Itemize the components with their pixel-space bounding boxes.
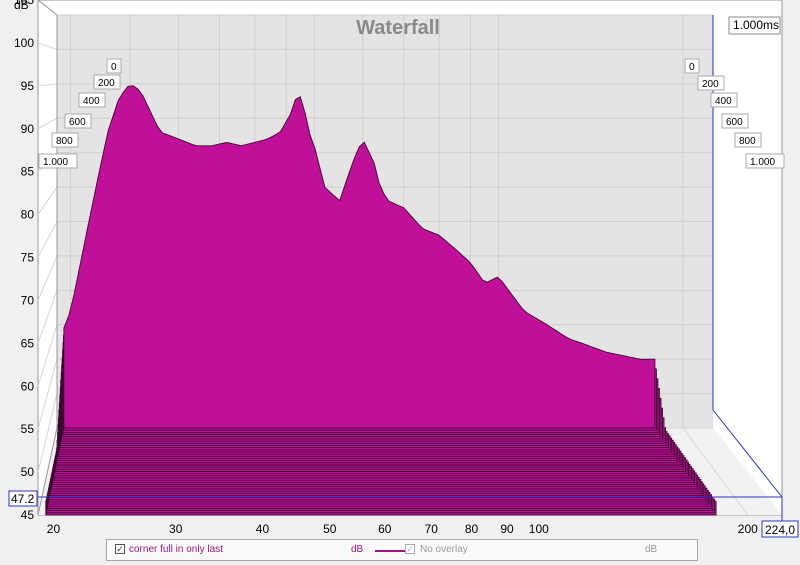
time-label-box <box>684 58 700 74</box>
legend-line-swatch <box>375 550 407 552</box>
y-cursor-box <box>8 490 38 507</box>
time-label-text: 800 <box>56 136 73 147</box>
waterfall-slice <box>63 85 656 429</box>
time-label-left: 1.000 <box>38 153 78 169</box>
side-gridline <box>37 324 58 387</box>
time-label-box <box>734 132 762 148</box>
chart-title: Waterfall <box>356 17 440 39</box>
y-tick-label: 105 <box>14 0 34 7</box>
floor-gridline <box>682 427 749 516</box>
y-tick-label: 75 <box>21 251 35 265</box>
time-label-left: 0 <box>106 58 122 74</box>
x-tick-labels: 20 30 40 50 60 70 80 90 100 200 <box>47 522 758 536</box>
time-label-left: 600 <box>64 113 92 129</box>
floor-left-edge <box>37 427 58 516</box>
x-tick-label: 100 <box>529 522 549 536</box>
time-label-box <box>745 153 785 169</box>
time-label-text: 600 <box>726 117 743 128</box>
legend-item-2-series: dB <box>645 544 658 555</box>
time-label-text: 0 <box>111 62 117 73</box>
y-cursor-readout: 47.2 <box>11 492 35 506</box>
y-tick-label: 100 <box>14 36 34 50</box>
time-label-right: 1.000 <box>745 153 785 169</box>
x-cursor-box <box>761 520 799 538</box>
time-label-box <box>721 113 749 129</box>
x-tick-label: 40 <box>256 522 270 536</box>
legend-item-2-label: No overlay <box>420 544 468 555</box>
x-tick-label: 200 <box>738 522 758 536</box>
time-axis-box <box>728 16 781 35</box>
y-tick-label: 70 <box>21 293 35 307</box>
x-tick-label: 50 <box>323 522 337 536</box>
y-tick-label: 65 <box>21 336 35 350</box>
x-tick-label: 60 <box>378 522 392 536</box>
time-label-box <box>106 58 122 74</box>
x-tick-label: 90 <box>500 522 514 536</box>
time-label-text: 400 <box>83 96 100 107</box>
time-label-text: 0 <box>689 62 695 73</box>
time-label-right: 200 <box>697 75 725 91</box>
y-tick-label: 85 <box>21 165 35 179</box>
time-label-text: 1.000 <box>750 157 775 168</box>
legend-bar: ✓ corner full in only last dB ✓ No overl… <box>106 539 698 561</box>
time-label-text: 600 <box>69 117 86 128</box>
side-gridline <box>37 359 58 430</box>
y-tick-label: 50 <box>21 465 35 479</box>
time-label-box <box>78 92 106 108</box>
time-label-right: 600 <box>721 113 749 129</box>
time-label-left: 800 <box>51 132 79 148</box>
y-tick-labels: 45 50 55 60 65 70 75 80 85 90 95 100 105 <box>14 0 34 522</box>
side-gridline <box>37 393 58 473</box>
side-gridline <box>37 42 58 50</box>
side-gridline <box>37 186 58 215</box>
x-cursor-diagonal <box>712 409 783 498</box>
x-tick-label: 80 <box>465 522 479 536</box>
time-label-left: 400 <box>78 92 106 108</box>
time-labels: 0 200 400 600 800 1.000 0 200 400 600 800 1.000 <box>38 58 785 169</box>
time-label-box <box>64 113 92 129</box>
time-label-text: 1.000 <box>43 157 68 168</box>
time-label-box <box>697 75 725 91</box>
overlay-checkbox-1[interactable]: ✓ <box>115 544 125 554</box>
time-label-box <box>38 153 78 169</box>
x-tick-label: 70 <box>425 522 439 536</box>
time-label-right: 400 <box>710 92 738 108</box>
time-label-box <box>93 74 121 90</box>
y-tick-label: 95 <box>21 79 35 93</box>
time-label-box <box>51 132 79 148</box>
y-axis-unit: dB <box>14 0 29 12</box>
x-tick-label: 20 <box>47 522 61 536</box>
time-label-text: 200 <box>702 79 719 90</box>
x-tick-label: 30 <box>169 522 183 536</box>
top-left-edge <box>37 0 58 16</box>
side-gridline <box>37 221 58 258</box>
time-axis-label: 1.000ms <box>733 18 779 32</box>
time-label-text: 400 <box>715 96 732 107</box>
y-tick-label: 45 <box>21 508 35 522</box>
legend-item-1-series: dB <box>351 544 364 555</box>
y-tick-label: 80 <box>21 208 35 222</box>
time-label-text: 200 <box>98 78 115 89</box>
y-tick-label: 60 <box>21 379 35 393</box>
y-tick-label: 55 <box>21 422 35 436</box>
y-tick-label: 90 <box>21 122 35 136</box>
side-gridline <box>37 83 58 87</box>
side-gridline <box>37 117 58 130</box>
time-label-right: 0 <box>684 58 700 74</box>
x-cursor-readout: 224,0 <box>765 523 795 537</box>
time-label-box <box>710 92 738 108</box>
time-label-left: 200 <box>93 74 121 90</box>
time-label-text: 800 <box>739 136 756 147</box>
legend-item-1-label: corner full in only last <box>129 544 223 555</box>
waterfall-surface <box>45 85 717 516</box>
time-label-right: 800 <box>734 132 762 148</box>
overlay-checkbox-2[interactable]: ✓ <box>405 544 415 554</box>
side-gridline <box>37 255 58 301</box>
side-gridline <box>37 290 58 344</box>
